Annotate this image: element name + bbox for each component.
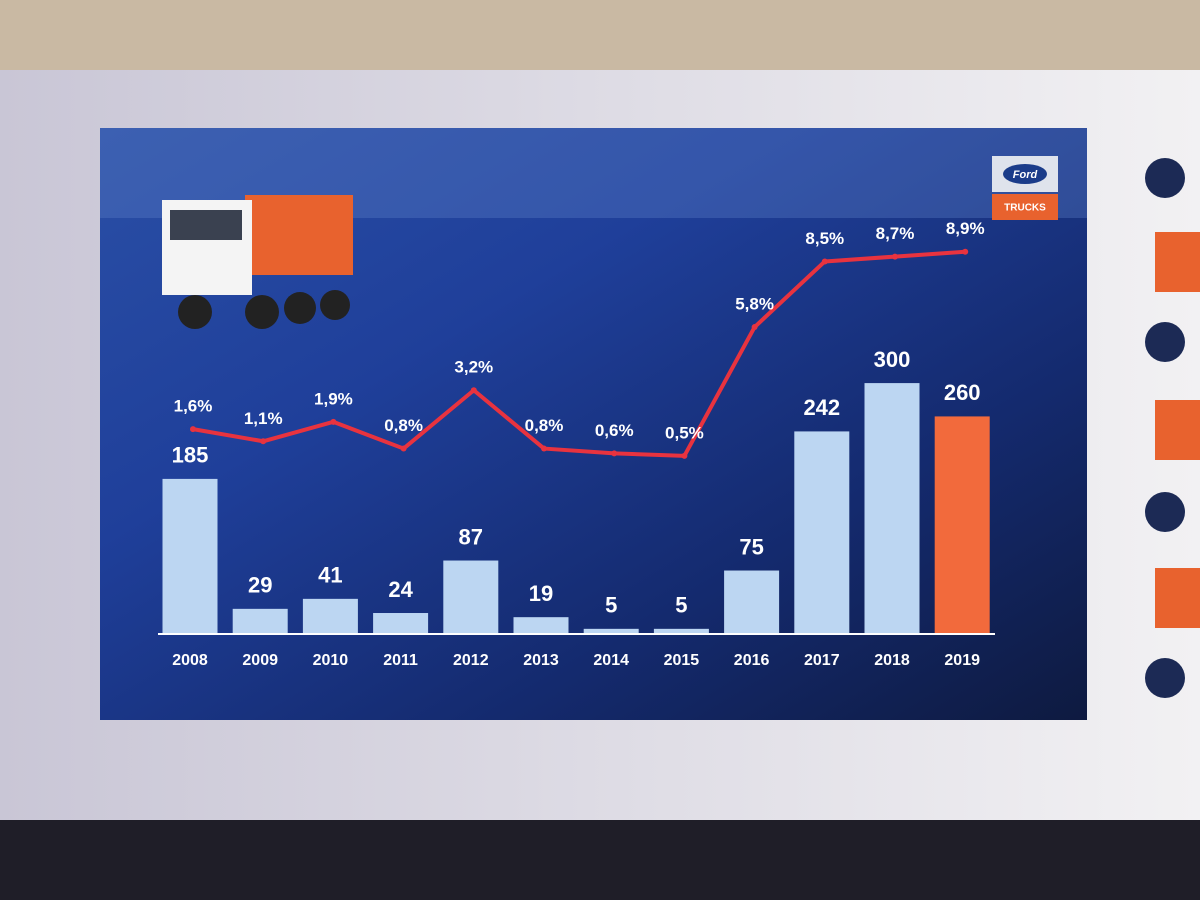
bar bbox=[373, 613, 429, 633]
x-tick-label: 2013 bbox=[523, 652, 559, 669]
bar-value-label: 185 bbox=[172, 443, 209, 468]
line-point bbox=[821, 258, 828, 265]
line-point bbox=[611, 450, 618, 457]
x-tick-label: 2016 bbox=[734, 652, 770, 669]
line-value-label: 0,5% bbox=[665, 423, 704, 442]
bar bbox=[864, 383, 920, 633]
x-tick-label: 2018 bbox=[874, 652, 910, 669]
line-value-label: 8,7% bbox=[876, 224, 915, 243]
line-point bbox=[400, 445, 407, 452]
line-point bbox=[190, 426, 196, 433]
logo-oval bbox=[1003, 164, 1047, 184]
line-point bbox=[962, 248, 969, 255]
line-value-label: 8,5% bbox=[805, 229, 844, 248]
x-tick-label: 2014 bbox=[593, 652, 629, 669]
line-value-label: 1,1% bbox=[244, 409, 283, 428]
bar-value-label: 242 bbox=[803, 395, 840, 420]
x-tick-label: 2009 bbox=[242, 652, 278, 669]
x-tick-label: 2017 bbox=[804, 652, 840, 669]
bar bbox=[934, 416, 990, 633]
bar-value-label: 300 bbox=[874, 347, 911, 372]
logo-label: TRUCKS bbox=[1004, 203, 1046, 214]
line-point bbox=[330, 418, 337, 425]
x-tick-label: 2010 bbox=[313, 652, 349, 669]
line-value-label: 0,8% bbox=[384, 416, 423, 435]
line-point bbox=[470, 387, 477, 394]
line-value-label: 0,6% bbox=[595, 421, 634, 440]
bar-value-label: 75 bbox=[739, 534, 763, 559]
line-point bbox=[260, 438, 267, 445]
bar bbox=[232, 608, 288, 633]
line-point bbox=[892, 253, 898, 260]
x-tick-label: 2015 bbox=[664, 652, 700, 669]
line-value-label: 1,9% bbox=[314, 389, 353, 408]
bar-value-label: 87 bbox=[459, 524, 483, 549]
bar-value-label: 5 bbox=[605, 593, 617, 618]
x-tick-label: 2012 bbox=[453, 652, 489, 669]
floor bbox=[0, 820, 1200, 900]
truck-image bbox=[162, 195, 353, 329]
ceiling bbox=[0, 0, 1200, 70]
side-logos bbox=[1145, 158, 1200, 698]
bar bbox=[513, 617, 569, 633]
bar bbox=[162, 478, 218, 633]
logo-brand: Ford bbox=[1013, 169, 1038, 181]
line-value-label: 5,8% bbox=[735, 295, 774, 314]
bar bbox=[302, 598, 358, 633]
x-tick-label: 2008 bbox=[172, 652, 208, 669]
bar bbox=[443, 560, 499, 633]
line-point bbox=[541, 445, 547, 452]
line-value-label: 0,8% bbox=[525, 416, 564, 435]
share-line bbox=[192, 249, 966, 458]
bar-value-label: 260 bbox=[944, 380, 981, 405]
bar bbox=[653, 628, 709, 633]
line-point bbox=[681, 452, 688, 459]
line-point bbox=[751, 324, 758, 331]
bar-value-label: 29 bbox=[248, 573, 272, 598]
bar bbox=[583, 628, 639, 633]
line-value-label: 1,6% bbox=[174, 397, 213, 416]
x-tick-label: 2011 bbox=[383, 652, 418, 669]
bar bbox=[724, 570, 780, 633]
logo-label-bg bbox=[992, 194, 1058, 220]
bar-value-label: 5 bbox=[675, 593, 687, 618]
line-value-label: 3,2% bbox=[454, 358, 493, 377]
x-tick-label: 2019 bbox=[944, 652, 980, 669]
bar-value-label: 19 bbox=[529, 581, 553, 606]
line-value-label: 8,9% bbox=[946, 219, 985, 238]
bar bbox=[794, 431, 850, 633]
bar-value-label: 41 bbox=[318, 563, 342, 588]
logo: Ford TRUCKS bbox=[992, 156, 1058, 220]
bar-value-label: 24 bbox=[388, 577, 413, 602]
